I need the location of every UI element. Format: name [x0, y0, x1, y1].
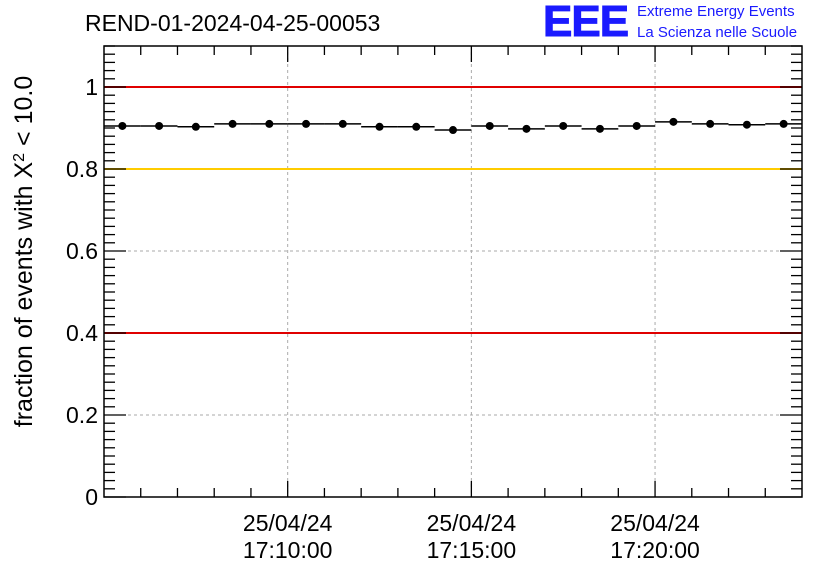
plot-frame	[103, 45, 803, 498]
data-point	[742, 120, 751, 129]
x-tick-time-label: 17:10:00	[243, 537, 333, 563]
data-point	[118, 121, 127, 130]
data-point	[228, 119, 237, 128]
data-point	[632, 121, 641, 130]
data-point	[412, 122, 421, 131]
y-tick-label: 0	[85, 484, 98, 510]
reference-lines	[104, 86, 802, 334]
y-tick-label: 0.6	[66, 238, 98, 264]
y-axis-label: fraction of events with X2 < 10.0	[10, 76, 38, 427]
data-point	[191, 122, 200, 131]
data-point	[559, 121, 568, 130]
logo-line-2: La Scienza nelle Scuole	[637, 24, 798, 41]
logo-line-1: Extreme Energy Events	[637, 3, 795, 20]
data-point	[338, 119, 347, 128]
data-point	[302, 119, 311, 128]
data-point	[522, 124, 531, 133]
data-point	[595, 124, 604, 133]
y-tick-label: 0.8	[66, 156, 98, 182]
x-tick-date-label: 25/04/24	[427, 510, 517, 536]
data-point	[375, 122, 384, 131]
data-point	[155, 121, 164, 130]
data-series	[104, 117, 802, 135]
y-tick-label: 0.4	[66, 320, 98, 346]
data-point	[706, 119, 715, 128]
x-tick-date-label: 25/04/24	[243, 510, 333, 536]
grid	[104, 46, 802, 497]
x-tick-date-label: 25/04/24	[610, 510, 700, 536]
y-axis: 0 0.2 0.4 0.6 0.8 1	[66, 45, 802, 510]
x-tick-time-label: 17:15:00	[427, 537, 517, 563]
eee-logo: EEE	[542, 0, 629, 46]
data-point	[265, 119, 274, 128]
y-tick-label: 0.2	[66, 402, 98, 428]
data-point	[779, 119, 788, 128]
data-point	[485, 121, 494, 130]
x-axis: 25/04/2417:10:0025/04/2417:15:0025/04/24…	[140, 46, 766, 563]
data-point	[449, 126, 457, 135]
x-tick-time-label: 17:20:00	[610, 537, 700, 563]
data-point	[669, 117, 678, 126]
y-tick-label: 1	[85, 74, 98, 100]
chart-title: REND-01-2024-04-25-00053	[85, 10, 381, 36]
